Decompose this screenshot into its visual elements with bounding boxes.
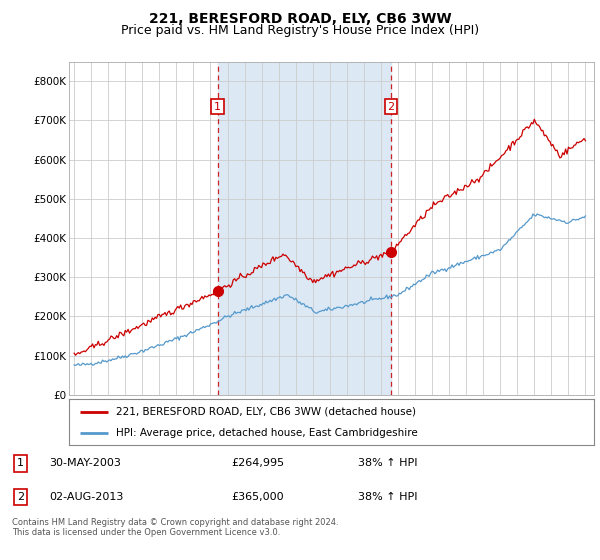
Text: 2: 2 [17, 492, 24, 502]
Text: 38% ↑ HPI: 38% ↑ HPI [358, 492, 417, 502]
Text: 1: 1 [214, 101, 221, 111]
Text: 221, BERESFORD ROAD, ELY, CB6 3WW (detached house): 221, BERESFORD ROAD, ELY, CB6 3WW (detac… [116, 407, 416, 417]
Text: Contains HM Land Registry data © Crown copyright and database right 2024.
This d: Contains HM Land Registry data © Crown c… [12, 518, 338, 538]
Bar [218, 62, 391, 395]
Text: 1: 1 [17, 459, 24, 469]
Text: 38% ↑ HPI: 38% ↑ HPI [358, 459, 417, 469]
Text: £264,995: £264,995 [231, 459, 284, 469]
Text: HPI: Average price, detached house, East Cambridgeshire: HPI: Average price, detached house, East… [116, 428, 418, 438]
Text: Price paid vs. HM Land Registry's House Price Index (HPI): Price paid vs. HM Land Registry's House … [121, 24, 479, 38]
Text: 02-AUG-2013: 02-AUG-2013 [49, 492, 124, 502]
Text: 30-MAY-2003: 30-MAY-2003 [49, 459, 121, 469]
Text: £365,000: £365,000 [231, 492, 284, 502]
Text: 221, BERESFORD ROAD, ELY, CB6 3WW: 221, BERESFORD ROAD, ELY, CB6 3WW [149, 12, 451, 26]
Text: 2: 2 [388, 101, 394, 111]
